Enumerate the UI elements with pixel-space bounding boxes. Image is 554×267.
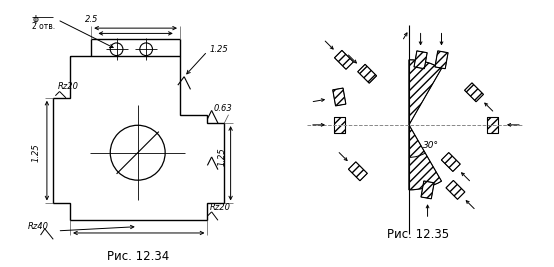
Text: 1.25: 1.25 bbox=[209, 45, 228, 54]
Polygon shape bbox=[333, 88, 346, 106]
Polygon shape bbox=[358, 64, 377, 83]
Wedge shape bbox=[409, 60, 442, 125]
Polygon shape bbox=[335, 50, 353, 69]
Text: ϕ: ϕ bbox=[32, 15, 38, 24]
Text: 30°: 30° bbox=[423, 141, 439, 150]
Text: 0.63: 0.63 bbox=[214, 104, 233, 113]
Text: Rz20: Rz20 bbox=[209, 203, 230, 212]
Polygon shape bbox=[442, 152, 460, 171]
Polygon shape bbox=[465, 83, 484, 102]
Wedge shape bbox=[409, 125, 442, 190]
Polygon shape bbox=[435, 51, 448, 69]
Polygon shape bbox=[421, 181, 434, 199]
Polygon shape bbox=[446, 180, 465, 199]
Text: Рис. 12.34: Рис. 12.34 bbox=[106, 250, 169, 263]
Polygon shape bbox=[348, 162, 367, 181]
Text: Рис. 12.35: Рис. 12.35 bbox=[387, 228, 449, 241]
Text: 1.25: 1.25 bbox=[218, 148, 227, 166]
Text: Rz20: Rz20 bbox=[58, 83, 79, 91]
Text: 2.5: 2.5 bbox=[85, 15, 98, 24]
Polygon shape bbox=[334, 117, 345, 133]
Text: 1.25: 1.25 bbox=[32, 143, 41, 162]
Text: 2 отв.: 2 отв. bbox=[32, 22, 55, 30]
Polygon shape bbox=[488, 117, 498, 133]
Text: Rz40: Rz40 bbox=[28, 222, 49, 231]
Polygon shape bbox=[414, 51, 427, 69]
